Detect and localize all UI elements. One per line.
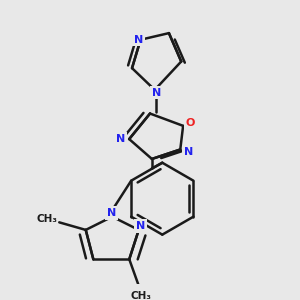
Text: N: N	[107, 208, 116, 218]
Text: N: N	[134, 35, 143, 45]
Text: N: N	[184, 147, 194, 157]
Text: O: O	[186, 118, 195, 128]
Text: CH₃: CH₃	[36, 214, 57, 224]
Text: N: N	[136, 221, 145, 231]
Text: CH₃: CH₃	[130, 291, 151, 300]
Text: N: N	[152, 88, 161, 98]
Text: N: N	[116, 134, 125, 144]
